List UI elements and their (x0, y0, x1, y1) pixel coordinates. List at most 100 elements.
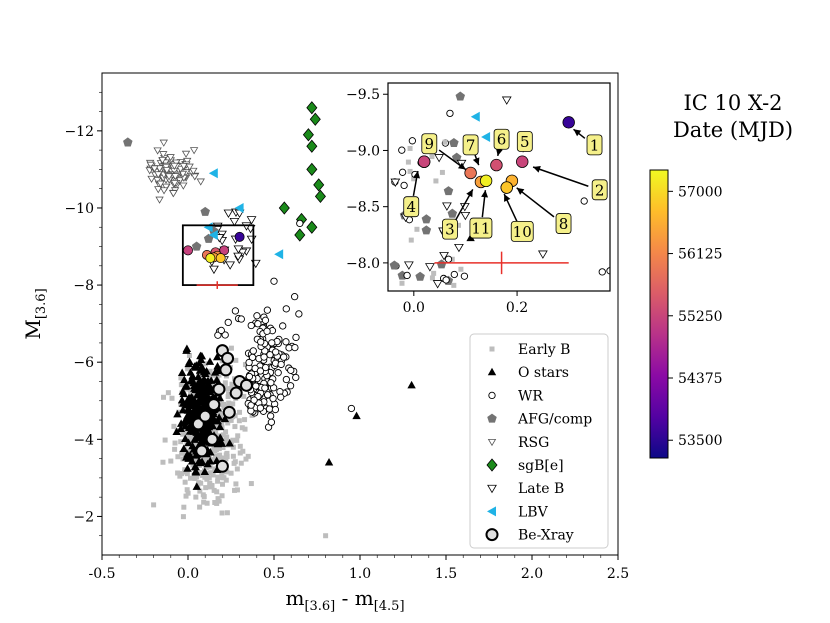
wr-point (580, 197, 588, 205)
o-star-point (213, 439, 223, 448)
wr-point (221, 331, 229, 339)
early-b-point (242, 362, 248, 368)
legend-marker-be-xray (485, 528, 499, 542)
annotation-arrowhead (472, 157, 480, 166)
inset-background (388, 83, 610, 291)
early-b-point (211, 487, 217, 493)
early-b-point (407, 145, 413, 151)
main-y-axis-label: M[3.6] (21, 288, 49, 339)
o-star-point (220, 414, 230, 423)
early-b-point (213, 445, 219, 451)
early-b-point (215, 478, 221, 484)
o-star-point (183, 464, 192, 472)
o-star-point (180, 416, 190, 425)
o-star-point (179, 389, 188, 398)
late-b-point (460, 211, 471, 221)
wr-point (277, 393, 285, 401)
early-b-point (451, 282, 457, 288)
early-b-point (206, 475, 212, 481)
o-star-point (191, 462, 200, 471)
inset-y-tick-label: −8.0 (346, 256, 380, 272)
early-b-point (215, 474, 221, 480)
early-b-point (234, 466, 240, 472)
wr-point (245, 372, 254, 381)
o-star-point (190, 362, 199, 370)
early-b-point (215, 410, 221, 416)
sgbe-point (306, 139, 318, 153)
afg-point (455, 91, 466, 101)
legend-label: O stars (518, 365, 569, 381)
legend-marker-wr (488, 391, 496, 400)
be-xray-point (212, 382, 226, 396)
early-b-point (414, 226, 420, 232)
early-b-point (178, 382, 184, 388)
early-b-point (212, 426, 218, 432)
early-b-point (172, 446, 178, 452)
wr-point (282, 305, 290, 313)
annotation-label: 6 (497, 131, 507, 149)
wr-point (282, 375, 291, 384)
rsg-point (179, 182, 188, 190)
rsg-point (155, 165, 164, 173)
wr-point (291, 343, 299, 352)
o-star-point (188, 394, 197, 402)
early-b-point (169, 395, 175, 401)
early-b-point (239, 425, 245, 431)
x-2-epoch-6 (490, 158, 503, 172)
wr-point (261, 316, 270, 324)
early-b-point (186, 352, 192, 358)
early-b-point (193, 494, 199, 500)
early-b-point (405, 159, 411, 165)
o-star-point (210, 368, 220, 376)
legend-label: AFG/comp (517, 412, 592, 428)
rsg-point (164, 173, 174, 181)
o-star-point (188, 371, 197, 380)
early-b-point (220, 444, 226, 450)
inset-x-tick-label: 0.0 (403, 300, 425, 316)
o-star-point (179, 444, 189, 453)
wr-point (398, 168, 407, 176)
early-b-point (185, 366, 191, 372)
early-b-point (171, 423, 177, 429)
annotation-arrowhead (495, 148, 503, 156)
wr-point (280, 353, 288, 361)
annotation-label: 5 (520, 133, 530, 151)
wr-point (254, 320, 262, 328)
rsg-point (159, 151, 168, 159)
early-b-point (184, 487, 190, 493)
inset-annotations: 1 2 3 4 56 7 8 9 10 11 (403, 128, 608, 242)
legend-marker-o-stars (487, 367, 497, 376)
o-star-point (192, 482, 201, 490)
wr-point (292, 333, 300, 342)
lbv-point (234, 202, 244, 213)
annotation-label: 8 (559, 215, 569, 233)
x-tick-label: -0.5 (89, 566, 116, 582)
legend-marker-early-b (489, 346, 495, 352)
inset-y-tick-label: −9.5 (346, 87, 380, 103)
x-2-epoch-5 (516, 155, 529, 168)
wr-point (442, 276, 450, 284)
early-b-point (240, 448, 246, 454)
o-star-point (407, 380, 416, 389)
annotation-label: 4 (406, 198, 416, 216)
rsg-point (156, 180, 165, 188)
o-star-point (199, 367, 209, 376)
wr-point (270, 277, 278, 285)
inset-y-ticks: −9.5 −9.0 −8.5 −8.0 (346, 87, 388, 272)
wr-point (250, 396, 258, 404)
inset-y-tick-label: −9.0 (346, 143, 380, 159)
x-2-epoch-11 (479, 174, 493, 188)
early-b-point (197, 488, 203, 494)
wr-point (290, 292, 299, 301)
y-tick-label: −6 (73, 355, 94, 371)
colorbar-ticks: 53500 54375 55250 56125 57000 (668, 184, 723, 449)
early-b-point (224, 440, 230, 446)
early-b-point (217, 452, 223, 458)
early-b-point (242, 417, 248, 423)
afg-point (451, 152, 462, 162)
wr-point (262, 363, 270, 372)
afg-point (449, 137, 459, 148)
wr-point (400, 181, 408, 190)
x-2-point (183, 245, 193, 256)
early-b-point (161, 394, 167, 400)
